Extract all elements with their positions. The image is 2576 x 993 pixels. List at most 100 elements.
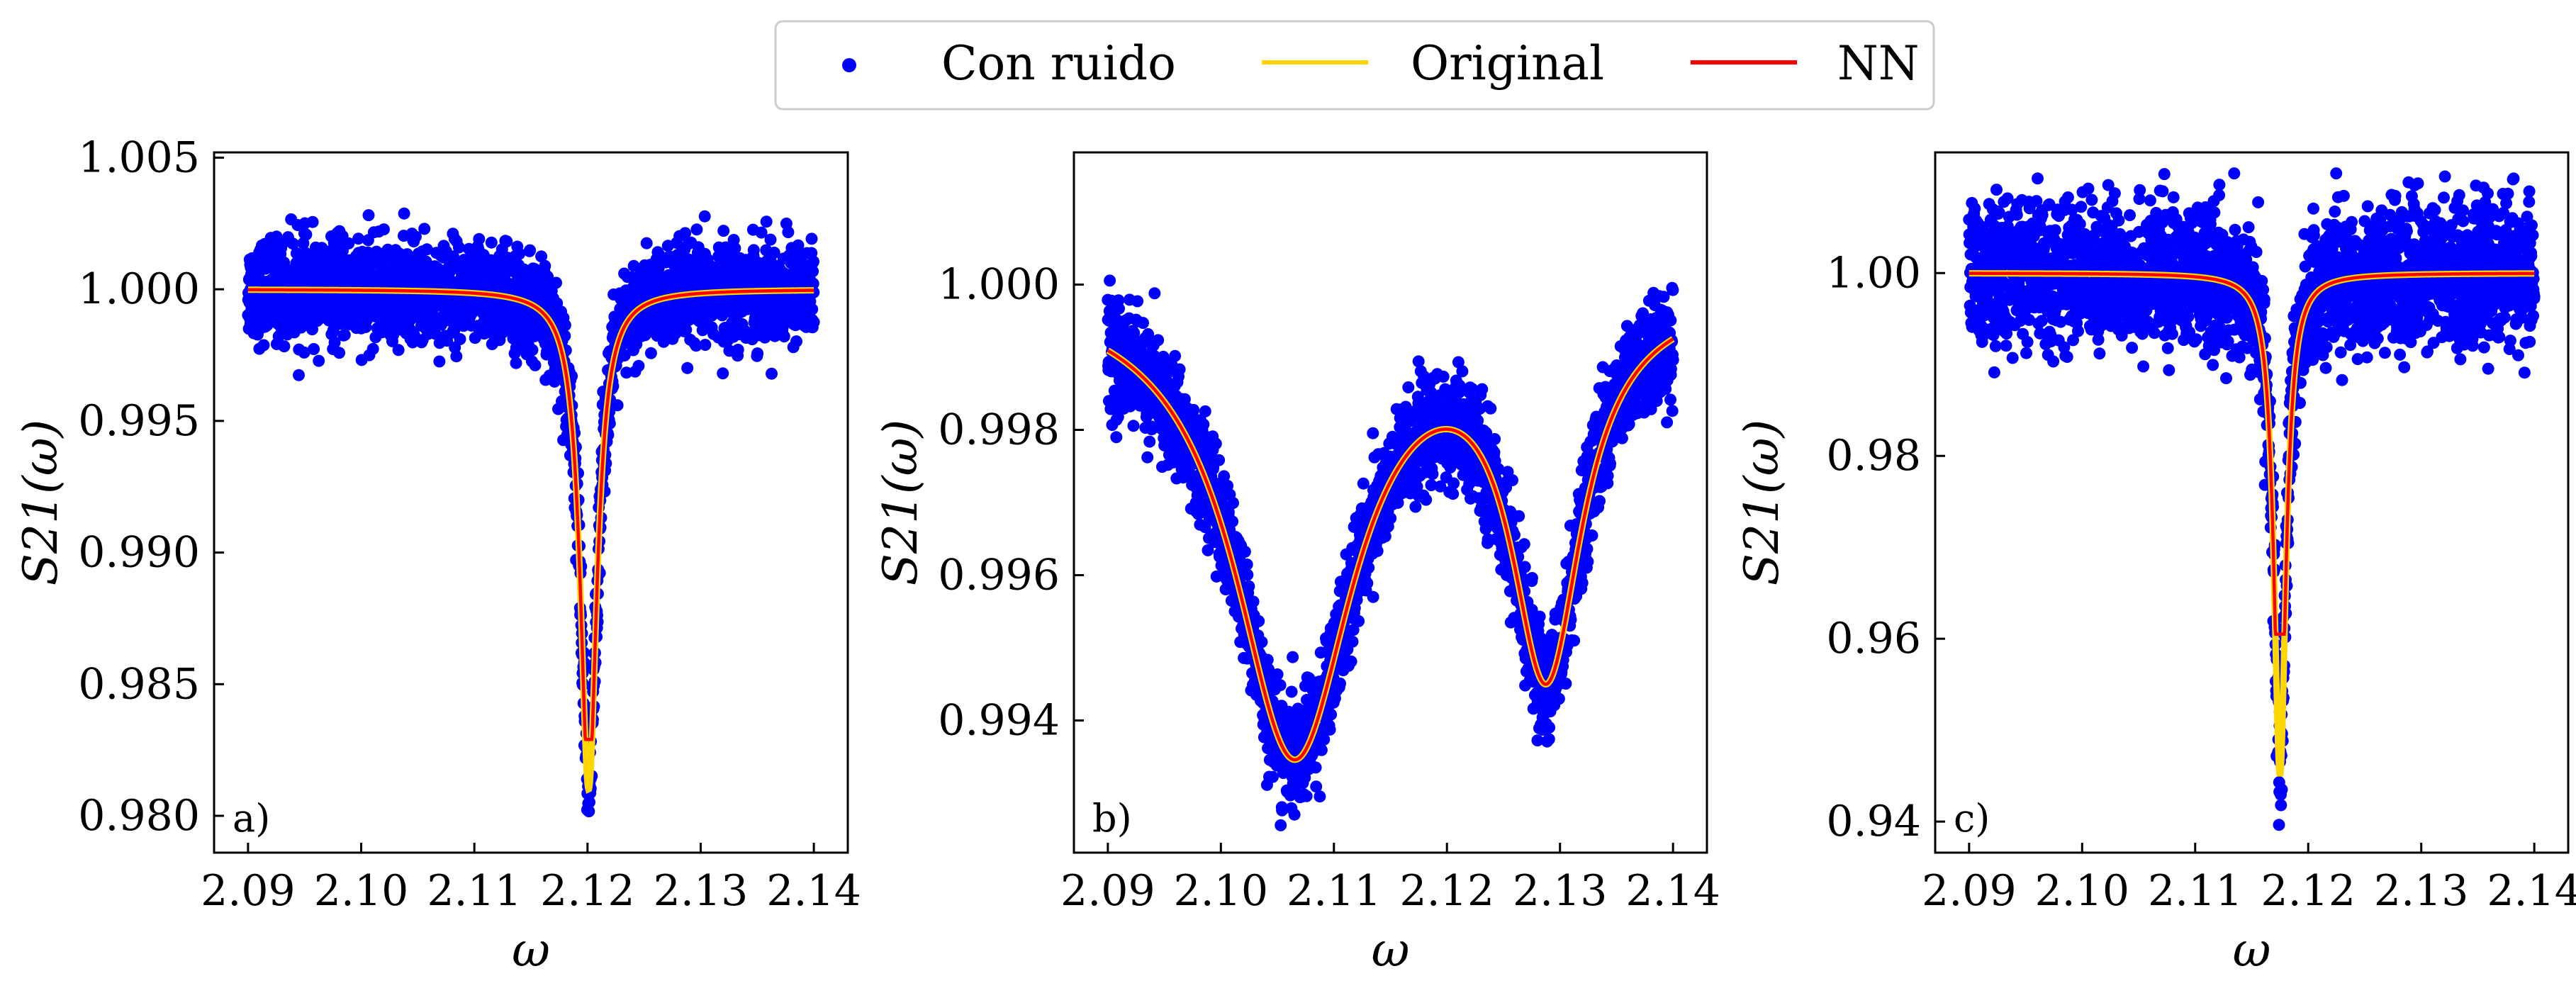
plot-frame: [213, 151, 849, 854]
data-point: [1143, 435, 1156, 448]
data-point: [1148, 287, 1161, 300]
data-point: [1531, 734, 1544, 747]
data-point: [1275, 819, 1287, 831]
x-tick-label: 2.12: [540, 866, 635, 916]
data-point: [760, 215, 773, 228]
y-tick-label: 0.985: [78, 659, 200, 709]
data-point: [1594, 495, 1606, 507]
data-point: [500, 267, 513, 279]
data-point: [1506, 474, 1518, 486]
data-point: [257, 339, 270, 352]
panel-b: 2.09 2.10 2.11 2.12 2.13 2.140.9940.9960.9981…: [873, 151, 1720, 977]
data-point: [313, 354, 325, 367]
panel-a: 2.09 2.10 2.11 2.12 2.13 2.140.9800.9850.9900…: [13, 133, 861, 977]
data-point: [1525, 572, 1538, 584]
data-point: [1197, 418, 1210, 431]
data-point: [433, 355, 446, 368]
data-point: [1581, 542, 1594, 555]
data-point: [583, 796, 595, 809]
data-point: [1104, 274, 1116, 287]
data-point: [1434, 480, 1447, 493]
data-point: [333, 347, 346, 359]
data-point: [644, 347, 657, 359]
data-point: [776, 321, 789, 334]
data-point: [620, 366, 633, 379]
y-tick-label: 0.990: [78, 528, 200, 578]
data-point: [618, 349, 631, 361]
data-point: [1379, 530, 1391, 543]
data-point: [362, 209, 375, 222]
data-point: [473, 232, 486, 245]
data-point: [1309, 761, 1322, 774]
data-point: [768, 247, 780, 259]
data-point: [1314, 790, 1326, 803]
x-tick-label: 2.11: [427, 866, 522, 916]
data-point: [1604, 457, 1616, 470]
data-point: [1472, 414, 1484, 427]
data-point: [1127, 420, 1140, 432]
data-point: [352, 232, 365, 245]
data-point: [632, 359, 645, 372]
data-point: [807, 255, 819, 268]
data-point: [1173, 363, 1186, 376]
data-point: [1391, 496, 1404, 509]
line-series-nn: [247, 288, 814, 741]
data-point: [300, 228, 313, 241]
data-point: [306, 215, 319, 228]
data-point: [1367, 427, 1379, 439]
data-point: [409, 230, 422, 243]
data-point: [342, 237, 355, 249]
data-point: [1452, 356, 1465, 369]
data-point: [699, 339, 712, 351]
data-point: [1484, 402, 1497, 415]
data-point: [690, 223, 703, 236]
data-point: [394, 318, 407, 331]
data-point: [1199, 521, 1211, 534]
data-point: [778, 330, 790, 343]
data-point: [1518, 561, 1531, 573]
data-point: [1318, 733, 1331, 746]
data-point: [640, 237, 653, 249]
data-point: [1357, 477, 1370, 490]
data-point: [1447, 477, 1460, 490]
data-point: [1568, 634, 1581, 647]
data-point: [1325, 708, 1338, 721]
data-point: [1601, 469, 1614, 482]
data-point: [1137, 317, 1149, 330]
data-point: [453, 241, 465, 254]
data-point: [583, 805, 595, 818]
legend-swatch-con-ruido: [842, 58, 856, 72]
data-point: [1243, 580, 1255, 593]
data-point: [418, 223, 431, 235]
data-point: [751, 347, 764, 360]
data-point: [681, 361, 694, 374]
data-point: [1152, 334, 1165, 347]
data-point: [1241, 568, 1254, 581]
data-point: [366, 342, 379, 355]
data-point: [1411, 481, 1423, 493]
data-point: [1315, 744, 1328, 756]
data-point: [513, 247, 526, 260]
x-tick-label: 2.14: [766, 866, 861, 916]
data-point: [1255, 636, 1268, 649]
data-point: [1454, 384, 1466, 397]
data-point: [1362, 561, 1375, 574]
data-point: [1209, 437, 1222, 450]
data-point: [807, 277, 819, 290]
data-point: [535, 250, 548, 263]
data-point: [1131, 295, 1144, 308]
data-point: [1347, 624, 1360, 636]
data-point: [679, 227, 692, 240]
data-point: [627, 259, 640, 272]
y-tick-label: 0.980: [78, 791, 200, 841]
legend-label-nn: NN: [1837, 36, 1920, 91]
x-axis-label: ω: [512, 923, 550, 977]
data-point: [1227, 497, 1239, 510]
y-axis-label: S21(ω): [13, 420, 68, 586]
data-point: [1353, 615, 1365, 627]
data-point: [1199, 405, 1211, 417]
data-point: [1492, 463, 1505, 476]
data-point: [1276, 804, 1289, 817]
